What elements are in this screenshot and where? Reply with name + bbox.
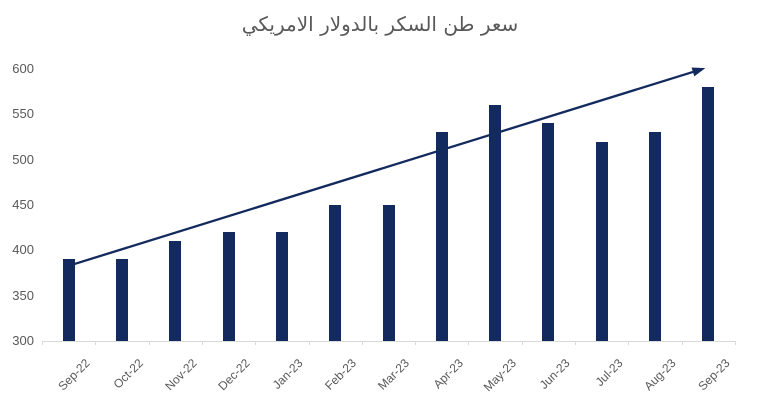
bar-aug-23 <box>649 132 662 341</box>
bar-nov-22 <box>169 241 182 341</box>
x-axis-label: Oct-22 <box>110 356 146 392</box>
chart-title: سعر طن السكر بالدولار الامريكي <box>241 12 519 36</box>
x-axis-tick <box>468 341 470 345</box>
bar-mar-23 <box>382 205 395 341</box>
x-axis-tick <box>521 341 523 345</box>
bar-jul-23 <box>595 141 608 341</box>
y-axis-label: 550 <box>12 106 34 122</box>
x-axis-tick <box>681 341 683 345</box>
y-axis-label: 300 <box>12 333 34 348</box>
x-axis-tick <box>95 341 97 345</box>
x-axis-tick <box>575 341 577 345</box>
bar-feb-23 <box>329 205 342 341</box>
x-axis-tick <box>42 341 43 345</box>
x-axis-label: Jun-23 <box>536 356 573 392</box>
x-axis-label: May-23 <box>480 356 520 395</box>
bar-oct-22 <box>115 259 128 341</box>
x-axis-label: Sep-23 <box>694 356 733 394</box>
x-axis-label: Sep-22 <box>55 356 93 394</box>
bar-apr-23 <box>435 132 448 341</box>
y-axis-label: 500 <box>12 151 34 167</box>
y-axis-label: 400 <box>12 242 34 258</box>
x-axis-label: Aug-23 <box>641 356 679 394</box>
x-axis-label: Mar-23 <box>375 356 413 393</box>
x-axis-label: Feb-23 <box>322 356 360 393</box>
x-axis-line <box>42 341 735 342</box>
x-axis-tick <box>201 341 203 345</box>
x-axis-tick <box>415 341 417 345</box>
x-axis-label: Jan-23 <box>269 356 306 392</box>
bar-may-23 <box>489 105 502 341</box>
x-axis-label: Nov-22 <box>161 356 200 394</box>
x-axis-tick <box>308 341 310 345</box>
x-axis-tick <box>148 341 150 345</box>
x-axis-label: Dec-22 <box>215 356 253 394</box>
bar-jan-23 <box>275 232 288 341</box>
x-axis-tick <box>361 341 363 345</box>
y-axis-label: 350 <box>12 287 34 303</box>
bar-dec-22 <box>222 232 235 341</box>
x-axis-label: Apr-23 <box>430 356 466 392</box>
y-axis-label: 600 <box>12 61 34 76</box>
x-axis-tick <box>735 341 736 345</box>
bar-jun-23 <box>542 123 555 341</box>
x-axis-label: Jul-23 <box>592 356 626 390</box>
bar-sep-23 <box>702 87 715 341</box>
x-axis-tick <box>628 341 630 345</box>
bar-sep-22 <box>62 259 75 341</box>
x-axis-tick <box>255 341 257 345</box>
y-axis-label: 450 <box>12 197 34 212</box>
